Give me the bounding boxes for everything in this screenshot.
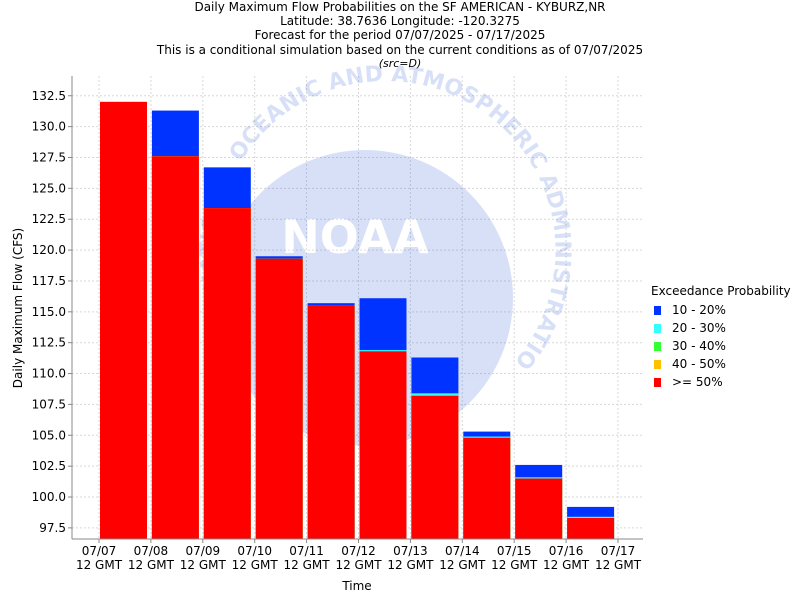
bar-segment-50 [203, 208, 251, 540]
bar-segment-50 [255, 258, 303, 539]
y-tick-label: 107.5 [32, 397, 66, 411]
legend-label: 30 - 40% [672, 339, 726, 353]
y-tick-label: 120.0 [32, 243, 66, 257]
x-tick-label-date: 07/14 [445, 544, 480, 558]
y-tick-label: 112.5 [32, 336, 66, 350]
legend-item: 30 - 40% [651, 337, 791, 355]
chart-title: Daily Maximum Flow Probabilities on the … [194, 0, 606, 14]
y-tick-label: 127.5 [32, 150, 66, 164]
x-tick-label-time: 12 GMT [284, 558, 331, 572]
legend-items: 10 - 20% 20 - 30% 30 - 40% 40 - 50% >= 50% [651, 301, 791, 391]
legend-label: 10 - 20% [672, 303, 726, 317]
x-tick-label-date: 07/17 [601, 544, 636, 558]
x-tick-label-time: 12 GMT [76, 558, 123, 572]
y-tick-label: 132.5 [32, 89, 66, 103]
x-tick-label-time: 12 GMT [335, 558, 382, 572]
legend-item: 10 - 20% [651, 301, 791, 319]
x-axis-title: Time [341, 579, 371, 593]
y-axis-title: Daily Maximum Flow (CFS) [11, 228, 25, 388]
x-tick-label-time: 12 GMT [387, 558, 434, 572]
x-tick-label-date: 07/13 [393, 544, 428, 558]
legend-item: 20 - 30% [651, 319, 791, 337]
legend-swatch [654, 305, 661, 315]
y-tick-label: 117.5 [32, 274, 66, 288]
bar-segment-50 [307, 305, 355, 539]
x-tick-label-time: 12 GMT [439, 558, 486, 572]
chart-titles: Daily Maximum Flow Probabilities on the … [0, 0, 800, 71]
legend-item: 40 - 50% [651, 355, 791, 373]
bar-series [100, 101, 615, 540]
bar-segment-50 [100, 101, 147, 539]
legend-swatch [654, 359, 661, 369]
bar-segment-50 [567, 518, 615, 539]
chart-subtitle-condition: This is a conditional simulation based o… [156, 42, 644, 57]
legend-swatch [654, 341, 661, 351]
legend-swatch [654, 377, 661, 387]
legend-label: 20 - 30% [672, 321, 726, 335]
x-tick-label-date: 07/09 [186, 544, 221, 558]
x-tick-label-date: 07/15 [497, 544, 532, 558]
y-axis: 97.5 100.0 102.5 105.0 107.5 110.0 112.5 115.0 1… [32, 89, 72, 535]
legend-swatch [654, 323, 661, 333]
x-tick-label-time: 12 GMT [128, 558, 175, 572]
y-tick-label: 100.0 [32, 490, 66, 504]
y-tick-label: 122.5 [32, 212, 66, 226]
chart-subtitle-location: Latitude: 38.7636 Longitude: -120.3275 [280, 14, 520, 29]
x-tick-label-time: 12 GMT [232, 558, 279, 572]
legend-label: >= 50% [672, 375, 723, 389]
legend-item: >= 50% [651, 373, 791, 391]
x-tick-label-date: 07/16 [549, 544, 584, 558]
bar-segment-50 [463, 437, 511, 539]
legend-label: 40 - 50% [672, 357, 726, 371]
x-tick-label-time: 12 GMT [595, 558, 642, 572]
x-tick-label-date: 07/12 [341, 544, 376, 558]
y-tick-label: 105.0 [32, 428, 66, 442]
bar-segment-50 [151, 156, 199, 539]
x-tick-label-date: 07/08 [134, 544, 169, 558]
y-tick-label: 102.5 [32, 459, 66, 473]
x-tick-label-time: 12 GMT [180, 558, 227, 572]
y-tick-label: 97.5 [39, 521, 66, 535]
x-tick-label-time: 12 GMT [491, 558, 538, 572]
y-tick-label: 130.0 [32, 120, 66, 134]
grid-lines [72, 76, 643, 539]
bar-segment-50 [359, 351, 407, 539]
y-tick-label: 125.0 [32, 181, 66, 195]
watermark-noaa-text: NOAA [281, 210, 429, 264]
legend: Exceedance Probability 10 - 20% 20 - 30% 3… [651, 284, 791, 391]
x-tick-label-date: 07/07 [82, 544, 117, 558]
x-tick-label-date: 07/11 [289, 544, 324, 558]
y-tick-label: 110.0 [32, 367, 66, 381]
y-tick-label: 115.0 [32, 305, 66, 319]
chart-subtitle-period: Forecast for the period 07/07/2025 - 07/… [254, 28, 546, 43]
legend-title: Exceedance Probability [651, 284, 791, 298]
bar-segment-50 [515, 478, 563, 539]
x-tick-label-time: 12 GMT [543, 558, 590, 572]
x-tick-label-date: 07/10 [237, 544, 272, 558]
bar-segment-50 [411, 395, 459, 539]
chart-subtitle-source: (src=D) [378, 56, 422, 70]
